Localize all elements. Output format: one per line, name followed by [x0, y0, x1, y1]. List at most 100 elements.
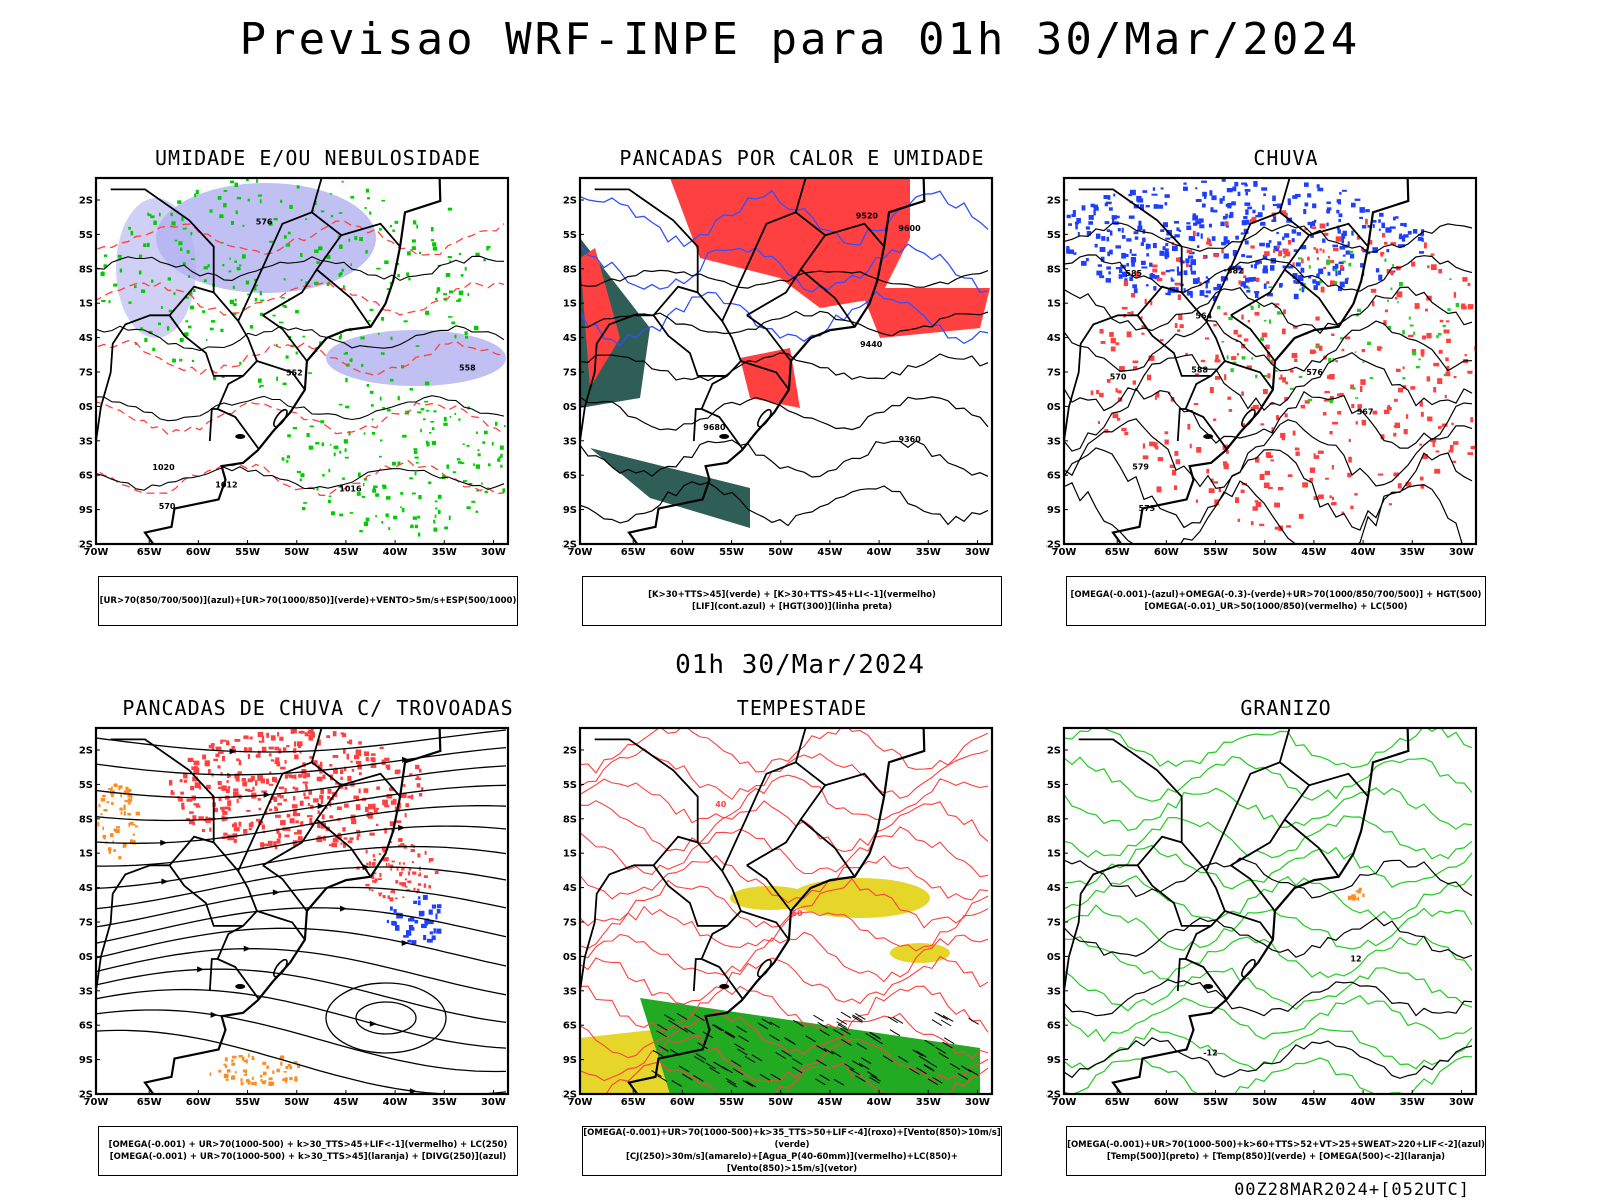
speckle: [1420, 411, 1424, 417]
wind-vector: [887, 1016, 898, 1024]
wind-vector: [927, 1078, 939, 1086]
speckle: [434, 514, 437, 518]
speckle: [1262, 268, 1269, 274]
speckle: [1132, 380, 1136, 385]
speckle: [1243, 285, 1249, 289]
contour-line: [580, 774, 989, 824]
speckle: [108, 849, 111, 854]
speckle: [330, 214, 334, 218]
speckle: [223, 1063, 226, 1066]
speckle: [1106, 379, 1111, 383]
speckle: [247, 778, 253, 783]
speckle: [1217, 306, 1221, 310]
speckle: [381, 199, 386, 202]
speckle: [1150, 300, 1153, 306]
speckle: [261, 824, 265, 830]
speckle: [1273, 214, 1277, 220]
speckle: [315, 442, 320, 445]
legend-line: [OMEGA(-0.001) + UR>70(1000-500) + k>30_…: [109, 1152, 507, 1162]
wind-vector: [949, 1063, 961, 1070]
speckle: [1290, 387, 1295, 390]
speckle: [413, 887, 416, 891]
speckle: [1227, 396, 1232, 400]
speckle: [418, 495, 422, 500]
speckle: [1155, 392, 1160, 398]
speckle: [219, 214, 224, 219]
speckle: [265, 811, 268, 814]
speckle: [1261, 187, 1268, 191]
speckle: [291, 728, 297, 734]
speckle: [188, 820, 195, 825]
speckle: [1386, 406, 1392, 411]
speckle: [1394, 422, 1400, 429]
streamline-arrow: [272, 889, 280, 896]
speckle: [1186, 249, 1192, 254]
speckle: [1338, 261, 1343, 264]
speckle: [295, 351, 298, 355]
wind-vector: [909, 1068, 920, 1075]
speckle: [1347, 241, 1350, 246]
speckle: [1331, 465, 1334, 470]
speckle: [1327, 375, 1332, 379]
speckle: [1237, 518, 1241, 522]
speckle: [1267, 357, 1271, 361]
speckle: [1411, 261, 1416, 267]
lat-tick-label: 18S: [78, 814, 93, 825]
speckle: [1324, 390, 1330, 394]
circulation: [325, 982, 447, 1054]
speckle: [1339, 246, 1346, 250]
speckle: [1121, 427, 1127, 432]
speckle: [1051, 250, 1056, 256]
speckle: [1186, 222, 1191, 225]
lat-tick-label: 12S: [78, 746, 93, 757]
speckle: [313, 173, 316, 176]
speckle: [118, 786, 121, 791]
speckle: [1318, 345, 1323, 351]
speckle: [1412, 229, 1418, 234]
speckle: [350, 358, 353, 363]
speckle: [103, 809, 108, 812]
speckle: [182, 227, 187, 230]
speckle: [403, 784, 406, 787]
speckle: [1277, 311, 1281, 315]
legend-line: [LIF](cont.azul) + [HGT(300)](linha pret…: [691, 602, 893, 612]
speckle: [388, 527, 391, 530]
speckle: [1229, 265, 1235, 270]
speckle: [1341, 238, 1344, 244]
speckle: [285, 243, 291, 247]
speckle: [1337, 286, 1343, 292]
speckle: [1121, 306, 1128, 310]
contour-line: [1064, 935, 1473, 980]
speckle: [456, 299, 461, 302]
speckle: [1081, 260, 1087, 266]
speckle: [103, 264, 107, 268]
speckle: [220, 772, 223, 776]
speckle: [305, 281, 308, 285]
streamline-arrow: [409, 1088, 417, 1094]
speckle: [407, 871, 411, 876]
speckle: [444, 526, 449, 530]
speckle: [1174, 450, 1179, 456]
speckle: [1201, 180, 1207, 183]
speckle: [309, 756, 314, 759]
speckle: [338, 212, 343, 214]
speckle: [401, 867, 405, 871]
speckle: [326, 735, 331, 738]
speckle: [294, 812, 301, 817]
speckle: [1268, 240, 1272, 243]
speckle: [232, 313, 237, 316]
speckle: [1153, 286, 1157, 291]
speckle: [477, 453, 481, 457]
speckle: [1157, 457, 1164, 462]
speckle: [1462, 277, 1468, 282]
speckle: [417, 883, 422, 886]
contour-line: [580, 1035, 989, 1083]
speckle: [1223, 312, 1228, 316]
speckle: [386, 496, 391, 500]
speckle: [1237, 191, 1241, 197]
speckle: [1205, 281, 1208, 287]
contour-label: 1012: [215, 481, 237, 490]
speckle: [1326, 222, 1329, 227]
country-border: [652, 314, 728, 377]
